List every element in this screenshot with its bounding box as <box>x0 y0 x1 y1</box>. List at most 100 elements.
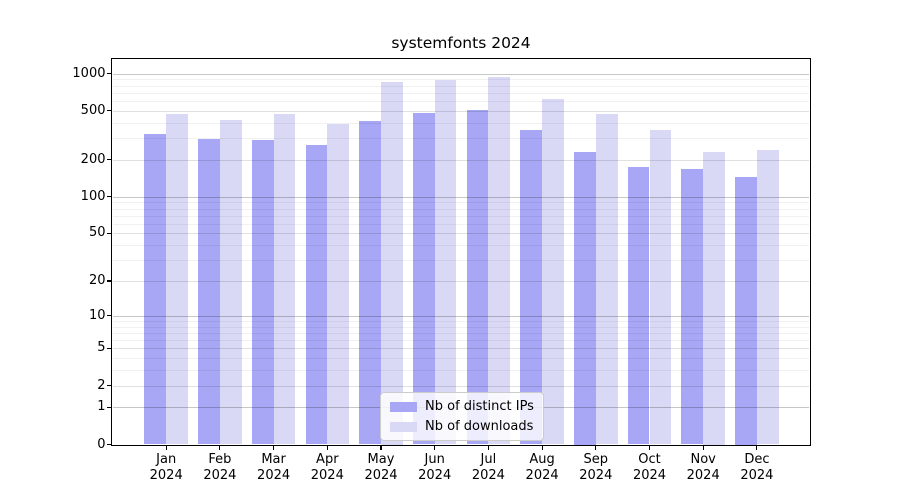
y-tick-label: 200 <box>80 151 106 167</box>
legend-item-distinct-ips: Nb of distinct IPs <box>390 399 534 414</box>
x-tickmark <box>595 445 597 450</box>
minor-gridline <box>113 215 809 217</box>
y-tickmark <box>107 443 112 446</box>
y-tick-label: 5 <box>97 340 106 356</box>
x-tickmark <box>541 445 543 450</box>
minor-gridline <box>113 208 809 210</box>
minor-gridline <box>113 223 809 225</box>
y-tickmark <box>107 406 112 408</box>
x-tick-label-sep-2024: Sep 2024 <box>579 451 613 483</box>
bar-nb-of-downloads-jan-2024 <box>166 113 188 445</box>
bar-nb-of-downloads-may-2024 <box>381 82 403 445</box>
x-tickmark <box>487 445 489 450</box>
bar-nb-of-distinct-ips-nov-2024 <box>681 169 704 445</box>
y-tick-label: 1 <box>97 399 106 415</box>
minor-gridline <box>113 370 809 372</box>
x-tick-label-dec-2024: Dec 2024 <box>740 451 774 483</box>
minor-gridline <box>113 332 809 334</box>
bar-nb-of-distinct-ips-jan-2024 <box>144 133 167 445</box>
minor-gridline <box>113 245 809 247</box>
major-gridline <box>113 385 809 387</box>
bar-nb-of-distinct-ips-jul-2024 <box>466 109 489 445</box>
bar-nb-of-downloads-dec-2024 <box>756 150 779 445</box>
bar-nb-of-distinct-ips-dec-2024 <box>735 176 757 445</box>
bar-nb-of-downloads-sep-2024 <box>595 114 618 445</box>
major-gridline <box>113 315 809 317</box>
x-tick-label-jan-2024: Jan 2024 <box>149 451 183 483</box>
bar-nb-of-downloads-jun-2024 <box>434 79 457 445</box>
minor-gridline <box>113 122 809 124</box>
minor-gridline <box>113 320 809 322</box>
y-tick-label: 1000 <box>72 65 106 81</box>
minor-gridline <box>113 92 809 94</box>
major-gridline <box>113 73 809 75</box>
top-spine <box>111 57 811 59</box>
minor-gridline <box>113 340 809 341</box>
x-tick-label-oct-2024: Oct 2024 <box>632 451 667 483</box>
legend-label-distinct-ips: Nb of distinct IPs <box>425 399 534 414</box>
y-tickmark <box>107 196 112 198</box>
x-tickmark <box>434 445 436 450</box>
y-tick-label: 20 <box>88 273 106 288</box>
major-gridline <box>113 233 809 235</box>
x-tickmark <box>219 445 221 450</box>
legend-swatch-distinct-ips-icon <box>390 401 417 412</box>
bar-nb-of-distinct-ips-may-2024 <box>359 121 381 445</box>
x-tick-label-jul-2024: Jul 2024 <box>471 451 505 483</box>
bar-nb-of-downloads-nov-2024 <box>703 151 725 445</box>
x-tick-label-apr-2024: Apr 2024 <box>310 451 344 483</box>
y-tick-label: 500 <box>80 102 106 118</box>
y-tick-label: 100 <box>80 188 106 204</box>
minor-gridline <box>113 260 809 262</box>
bar-nb-of-distinct-ips-aug-2024 <box>520 129 543 445</box>
bar-nb-of-distinct-ips-feb-2024 <box>198 138 220 445</box>
bar-nb-of-distinct-ips-apr-2024 <box>305 144 328 445</box>
y-tickmark <box>107 315 112 317</box>
x-tickmark <box>648 445 651 450</box>
minor-gridline <box>113 202 809 204</box>
y-tick-label: 10 <box>88 307 106 323</box>
bar-nb-of-downloads-jul-2024 <box>488 76 511 445</box>
legend-swatch-downloads-icon <box>390 421 417 432</box>
minor-gridline <box>113 100 809 102</box>
x-tick-label-mar-2024: Mar 2024 <box>257 451 291 483</box>
y-tick-label: 2 <box>97 377 106 393</box>
x-tickmark <box>702 445 704 450</box>
major-gridline <box>113 196 809 198</box>
major-gridline <box>113 281 809 282</box>
bottom-spine <box>111 444 811 446</box>
x-tick-label-aug-2024: Aug 2024 <box>525 451 559 483</box>
chart-title: systemfonts 2024 <box>391 34 531 52</box>
x-tick-label-may-2024: May 2024 <box>364 451 398 483</box>
bar-nb-of-downloads-aug-2024 <box>542 99 564 445</box>
right-spine <box>809 57 811 446</box>
x-tickmark <box>273 445 275 450</box>
y-tickmark <box>107 347 112 349</box>
x-tickmark <box>380 445 382 450</box>
major-gridline <box>113 110 809 112</box>
major-gridline <box>113 159 809 161</box>
bar-nb-of-downloads-oct-2024 <box>649 129 672 445</box>
y-tickmark <box>107 72 112 75</box>
minor-gridline <box>113 85 809 87</box>
legend: Nb of distinct IPs Nb of downloads <box>380 392 544 441</box>
bar-nb-of-distinct-ips-sep-2024 <box>574 151 596 445</box>
bar-nb-of-distinct-ips-jun-2024 <box>412 113 435 445</box>
bar-nb-of-downloads-mar-2024 <box>273 113 296 445</box>
minor-gridline <box>113 138 809 139</box>
minor-gridline <box>113 358 809 360</box>
legend-item-downloads: Nb of downloads <box>390 419 534 434</box>
x-tick-label-jun-2024: Jun 2024 <box>418 451 452 483</box>
y-tickmark <box>107 384 112 387</box>
bar-nb-of-downloads-feb-2024 <box>219 120 242 445</box>
bar-nb-of-distinct-ips-mar-2024 <box>251 140 274 445</box>
minor-gridline <box>113 79 809 81</box>
y-tickmark <box>107 159 112 161</box>
legend-label-downloads: Nb of downloads <box>425 419 534 434</box>
y-tickmark <box>107 280 112 282</box>
x-tick-label-feb-2024: Feb 2024 <box>203 451 237 483</box>
bar-nb-of-downloads-apr-2024 <box>327 124 350 445</box>
y-tick-label: 50 <box>88 225 106 241</box>
x-tickmark <box>165 445 167 450</box>
